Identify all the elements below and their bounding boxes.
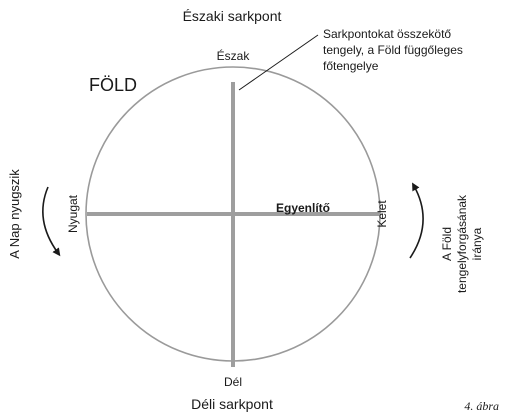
rotation-label-line-3: iránya [470, 227, 484, 260]
figure-caption: 4. ábra [464, 399, 499, 413]
east-label: Kelet [375, 200, 389, 228]
rotation-label-line-2: tengelyforgásának [455, 194, 469, 293]
axis-note-leader-line [238, 34, 319, 91]
north-label: Észak [217, 48, 251, 63]
west-label: Nyugat [66, 194, 80, 233]
axis-note-line-2: tengely, a Föld függőleges [323, 43, 463, 57]
axis-note-line-1: Sarkpontokat összekötő [323, 27, 451, 41]
equator-label: Egyenlítő [276, 201, 330, 215]
south-pole-label: Déli sarkpont [191, 396, 273, 412]
sunset-label: A Nap nyugszik [7, 169, 22, 259]
north-pole-label: Északi sarkpont [183, 8, 282, 24]
south-label: Dél [224, 375, 242, 389]
sunset-arrow-icon [42, 186, 61, 257]
rotation-arrow-icon [409, 182, 424, 259]
earth-label: FÖLD [89, 75, 137, 95]
rotation-label-line-1: A Föld [440, 227, 454, 261]
axis-note-line-3: főtengelye [323, 59, 379, 73]
